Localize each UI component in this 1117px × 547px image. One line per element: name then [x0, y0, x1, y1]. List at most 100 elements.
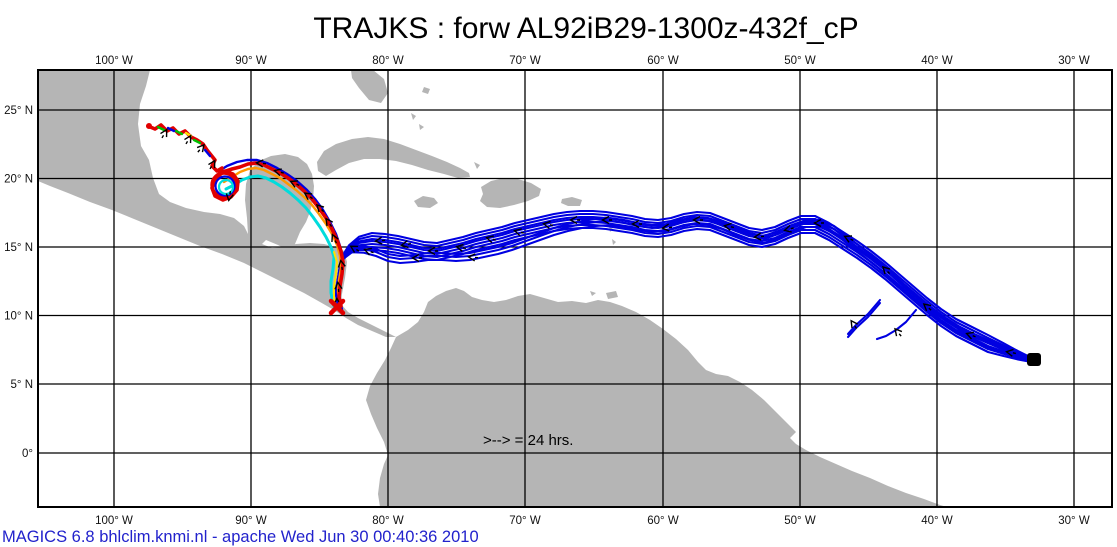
arrowhead-24hr-icon	[331, 233, 339, 244]
lon-label-top-40w: 40° W	[921, 55, 953, 67]
arrowhead-24hr-icon	[208, 159, 216, 170]
arrowhead-24hr-icon	[337, 259, 346, 271]
markers-layer	[146, 123, 1041, 366]
arrowhead-24hr-icon	[894, 327, 903, 337]
lon-label-bottom-70w: 70° W	[509, 515, 541, 527]
arrowhead-24hr-icon	[184, 134, 192, 145]
arrowhead-24hr-icon	[692, 215, 703, 225]
trajectory-spur-1	[846, 301, 882, 339]
arrowhead-24hr-icon	[467, 253, 479, 262]
trajectory-member-yellow	[333, 251, 338, 307]
lat-label-10n: 10° N	[4, 311, 33, 323]
lon-label-bottom-60w: 60° W	[647, 515, 679, 527]
land-cuba	[317, 137, 470, 178]
lon-label-top-100w: 100° W	[95, 55, 133, 67]
arrowhead-24hr-icon	[455, 243, 467, 252]
arrowhead-24hr-icon	[965, 331, 976, 340]
land-bahamas-1	[422, 87, 430, 94]
duration-annotation: >--> = 24 hrs.	[483, 432, 573, 449]
lon-label-top-30w: 30° W	[1058, 55, 1090, 67]
grid-layer	[38, 70, 1112, 507]
land-bahamas-2	[411, 113, 416, 120]
arrowhead-24hr-icon	[542, 220, 554, 229]
arrowhead-24hr-icon	[631, 219, 642, 229]
trajectory-member-cyan	[224, 174, 337, 311]
axis-labels-layer: 100° W 90° W 80° W 70° W 60° W 50° W 40°…	[4, 55, 1090, 527]
trajectory-ensemble-lower	[334, 215, 1032, 360]
arrowhead-24hr-icon	[400, 240, 412, 249]
arrowhead-24hr-icon	[753, 232, 765, 241]
arrowhead-24hr-icon	[325, 217, 334, 227]
arrowhead-24hr-icon	[661, 223, 673, 232]
land-puerto-rico	[561, 197, 582, 206]
arrowhead-24hr-icon	[723, 222, 735, 231]
arrowhead-24hr-icon	[427, 246, 438, 256]
lon-label-bottom-80w: 80° W	[372, 515, 404, 527]
trajectory-speck	[203, 148, 212, 158]
arrowhead-24hr-icon	[881, 265, 891, 275]
lon-label-top-60w: 60° W	[647, 55, 679, 67]
land-margarita	[590, 291, 596, 296]
arrowhead-24hr-icon	[922, 303, 932, 312]
arrowhead-24hr-icon	[225, 190, 234, 202]
trajectory-speck	[174, 129, 184, 136]
arrowhead-24hr-icon	[411, 253, 422, 263]
trajectory-speck	[192, 138, 202, 145]
arrowhead-24hr-icon	[374, 236, 386, 245]
arrowhead-24hr-icon	[1005, 348, 1017, 357]
arrowhead-24hr-icon	[196, 143, 205, 153]
lon-label-bottom-40w: 40° W	[921, 515, 953, 527]
trajectory-loop	[214, 175, 236, 197]
lon-label-bottom-100w: 100° W	[95, 515, 133, 527]
lon-label-bottom-30w: 30° W	[1058, 515, 1090, 527]
lon-label-top-50w: 50° W	[784, 55, 816, 67]
trajectories-layer	[146, 123, 1034, 364]
lon-label-top-90w: 90° W	[235, 55, 267, 67]
map-frame	[37, 69, 1113, 508]
trajectory-ensemble-upper	[334, 226, 1034, 364]
land-layer	[38, 70, 947, 507]
arrowhead-24hr-icon	[349, 245, 360, 253]
lat-label-15n: 15° N	[4, 242, 33, 254]
arrowhead-24hr-icon	[513, 228, 524, 237]
tail-end-dot	[146, 123, 152, 129]
land-south-america	[366, 288, 947, 507]
trajectory-ensemble-lower	[334, 222, 1032, 362]
arrowhead-24hr-icon	[273, 168, 284, 177]
trajectory-ensemble-upper	[334, 209, 1034, 360]
arrowhead-24hr-icon	[303, 192, 313, 201]
lon-label-top-70w: 70° W	[509, 55, 541, 67]
trajectory-speck	[156, 125, 166, 132]
start-point-square-marker	[1027, 353, 1041, 366]
arrowhead-24hr-icon	[485, 235, 496, 244]
arrowhead-24hr-icon	[315, 203, 325, 213]
landfall-cross-marker	[328, 298, 346, 316]
arrowhead-24hr-icon	[813, 218, 824, 228]
lon-label-top-80w: 80° W	[372, 55, 404, 67]
trajectory-spur-2	[875, 308, 918, 341]
land-hispaniola	[480, 178, 541, 208]
arrowhead-24hr-icon	[255, 159, 267, 168]
land-mexico-central-america	[38, 70, 396, 337]
lon-label-bottom-90w: 90° W	[235, 515, 267, 527]
page-title: TRAJKS : forw AL92iB29-1300z-432f_cP	[313, 12, 859, 45]
trajectory-spur-1	[846, 298, 882, 336]
arrowhead-24hr-icon	[289, 180, 300, 188]
arrowhead-24hr-icon	[569, 215, 580, 225]
land-florida-tip	[351, 70, 388, 103]
arrowhead-24hr-icon	[160, 128, 168, 139]
arrowhead-24hr-icon	[334, 281, 343, 293]
land-bahamas-3	[419, 124, 424, 130]
land-antilles-3	[612, 239, 616, 245]
credit-text: MAGICS 6.8 bhlclim.knmi.nl - apache Wed …	[2, 528, 479, 546]
land-inagua	[474, 162, 480, 169]
map-border	[37, 69, 1113, 508]
trajectory-member-orange	[222, 166, 343, 305]
lat-label-25n: 25° N	[4, 105, 33, 117]
land-jamaica	[414, 196, 438, 208]
lat-label-0: 0°	[22, 448, 33, 460]
arrowhead-24hr-icon	[601, 215, 612, 225]
arrowhead-24hr-icon	[843, 235, 854, 243]
